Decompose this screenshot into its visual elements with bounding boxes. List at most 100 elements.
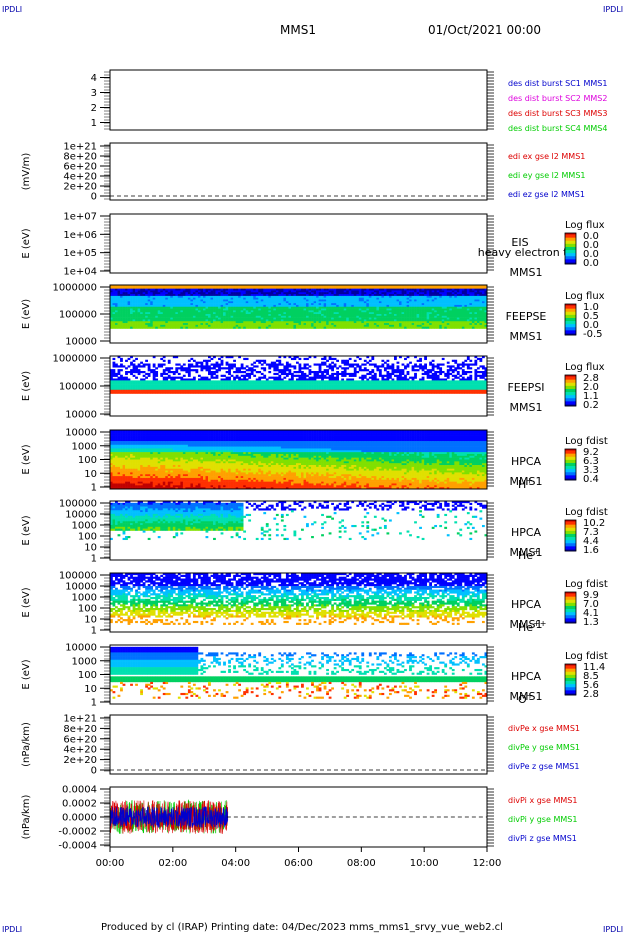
spectro-cell <box>225 285 229 288</box>
spectro-cell <box>288 288 292 291</box>
spectro-cell <box>235 306 239 309</box>
spectro-cell <box>401 297 405 300</box>
spectro-cell <box>120 376 123 379</box>
spectro-cell <box>383 326 387 329</box>
spectro-cell <box>135 387 138 391</box>
spectro-cell <box>381 297 385 300</box>
spectro-cell <box>150 389 154 392</box>
spectro-cell <box>391 317 395 320</box>
spectro-cell <box>218 292 221 295</box>
spectro-cell <box>160 299 164 302</box>
spectro-cell <box>426 288 430 291</box>
spectro-cell <box>348 295 352 298</box>
spectro-cell <box>167 304 171 308</box>
spectro-cell <box>429 319 432 322</box>
spectro-cell <box>208 321 211 324</box>
spectro-cell <box>434 326 438 329</box>
spectro-cell <box>414 288 417 291</box>
spectro-cell <box>419 299 422 302</box>
spectro-cell <box>474 324 478 327</box>
spectro-cell <box>290 288 294 291</box>
spectro-cell <box>197 374 201 377</box>
spectro-cell <box>233 292 236 295</box>
spectro-cell <box>323 288 327 291</box>
spectro-cell <box>230 303 234 306</box>
spectro-cell <box>197 297 201 300</box>
spectro-cell <box>280 319 284 322</box>
spectro-cell <box>368 285 372 288</box>
spectro-cell <box>157 317 161 320</box>
spectro-cell <box>202 321 206 324</box>
spectro-cell <box>436 290 440 293</box>
spectro-cell <box>381 306 385 309</box>
spectro-cell <box>295 290 299 293</box>
spectro-cell <box>260 376 264 379</box>
spectro-cell <box>230 389 234 392</box>
spectro-cell <box>416 324 420 327</box>
spectro-cell <box>210 294 214 297</box>
spectro-cell <box>306 317 309 320</box>
spectro-cell <box>301 314 304 317</box>
spectro-cell <box>353 317 357 320</box>
spectro-cell <box>205 384 209 387</box>
spectro-cell <box>185 301 189 304</box>
spectro-cell <box>406 295 410 298</box>
spectro-cell <box>358 323 362 326</box>
spectro-cell <box>321 308 324 311</box>
spectro-cell <box>446 295 450 298</box>
spectro-cell <box>162 382 166 385</box>
spectro-cell <box>200 292 204 295</box>
spectro-cell <box>137 326 141 329</box>
spectro-cell <box>255 365 259 368</box>
spectro-cell <box>328 363 332 366</box>
spectro-cell <box>147 321 151 324</box>
spectro-cell <box>152 288 156 291</box>
spectro-cell <box>295 301 299 304</box>
spectro-cell <box>391 292 395 295</box>
spectro-cell <box>439 303 443 306</box>
spectro-cell <box>197 314 201 317</box>
spectro-cell <box>306 297 309 300</box>
spectro-cell <box>351 286 355 289</box>
spectro-cell <box>469 299 473 302</box>
spectro-cell <box>323 290 327 293</box>
spectro-cell <box>356 312 360 315</box>
spectro-cell <box>303 376 307 379</box>
spectro-cell <box>283 369 287 372</box>
spectro-cell <box>147 295 151 298</box>
spectro-cell <box>459 308 463 311</box>
spectro-cell <box>255 359 259 362</box>
spectro-cell <box>456 290 460 293</box>
spectro-cell <box>464 323 468 326</box>
spectro-cell <box>366 294 370 297</box>
spectro-cell <box>220 306 224 309</box>
spectro-cell <box>243 319 247 322</box>
spectro-cell <box>210 380 214 383</box>
spectro-cell <box>120 386 123 389</box>
spectro-cell <box>185 323 189 326</box>
spectro-cell <box>130 294 133 297</box>
spectro-cell <box>311 306 314 309</box>
spectro-cell <box>115 290 118 293</box>
spectro-cell <box>185 384 189 387</box>
spectro-cell <box>110 382 113 385</box>
spectro-cell <box>313 286 317 289</box>
spectro-cell <box>228 308 231 311</box>
spectro-cell <box>157 387 161 391</box>
spectro-cell <box>130 317 133 320</box>
spectro-cell <box>250 319 254 322</box>
spectro-cell <box>215 376 219 379</box>
spectro-cell <box>363 306 367 309</box>
spectro-cell <box>414 285 417 288</box>
spectro-cell <box>331 323 334 326</box>
spectro-cell <box>411 297 415 300</box>
spectro-cell <box>378 321 382 324</box>
spectro-cell <box>308 310 312 313</box>
spectro-cell <box>313 319 317 322</box>
spectro-cell <box>391 297 395 300</box>
spectro-cell <box>316 285 319 288</box>
spectro-cell <box>280 297 284 300</box>
spectro-cell <box>378 308 382 311</box>
spectro-cell <box>273 304 277 308</box>
spectro-cell <box>275 319 279 322</box>
